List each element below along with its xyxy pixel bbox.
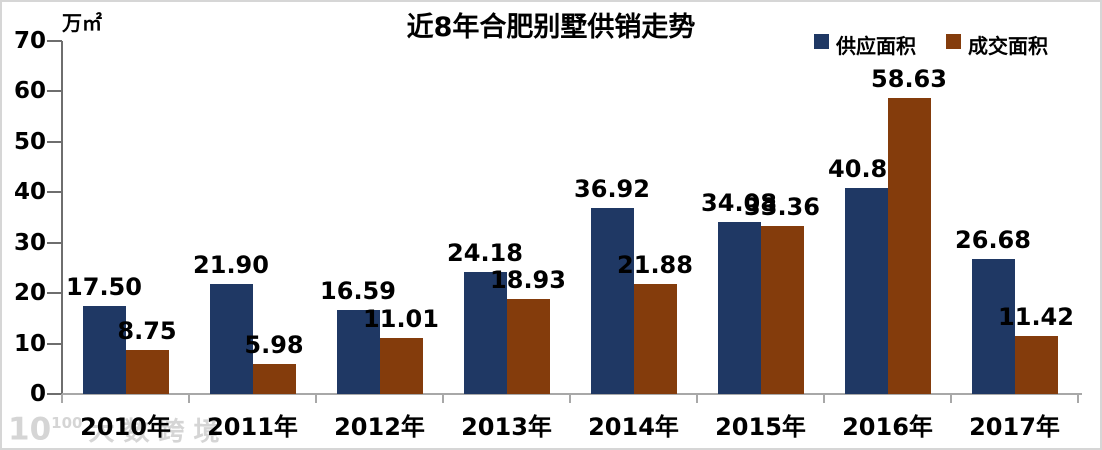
bar-supply: 17.50 — [66, 273, 142, 394]
bar-value-label: 11.01 — [363, 305, 439, 334]
bar-supply: 16.59 — [320, 277, 396, 394]
bar-supply: 26.68 — [955, 226, 1031, 394]
bar-deal: 33.36 — [744, 193, 820, 394]
x-axis-label: 2011年 — [207, 413, 298, 441]
bar-value-label: 17.50 — [66, 272, 142, 301]
bar-value-label: 26.68 — [955, 226, 1031, 255]
y-tick-mark — [47, 90, 62, 93]
bar-value-label: 34.08 — [701, 189, 777, 218]
legend-marker-supply — [814, 34, 829, 49]
x-axis-label: 2015年 — [715, 413, 806, 441]
y-tick-mark — [47, 191, 62, 194]
bar-supply: 24.18 — [447, 239, 523, 394]
x-boundary-tick — [61, 394, 63, 403]
y-tick-label: 60 — [13, 78, 46, 105]
x-axis-line — [61, 393, 1082, 395]
y-tick-label: 0 — [29, 381, 46, 407]
x-boundary-tick — [188, 394, 190, 403]
y-tick-mark — [47, 40, 62, 42]
bar-value-label: 5.98 — [244, 330, 304, 359]
y-axis-unit-label: 万㎡ — [62, 11, 102, 35]
bar-supply: 40.87 — [828, 155, 904, 394]
y-tick-label: 50 — [13, 128, 46, 155]
x-boundary-tick — [315, 394, 317, 403]
watermark: 10100 大数跨境 — [8, 406, 228, 448]
bar-deal: 11.42 — [998, 303, 1074, 394]
bar-value-label: 21.90 — [193, 250, 269, 279]
legend-label: 成交面积 — [968, 34, 1048, 58]
bar-value-label: 58.63 — [871, 65, 947, 94]
x-axis-label: 2017年 — [969, 413, 1060, 441]
bar-group: 36.92 21.88 — [570, 41, 697, 394]
bar-supply: 36.92 — [574, 175, 650, 394]
chart-title: 近8年合肥别墅供销走势 — [406, 12, 696, 43]
y-tick-mark — [47, 241, 62, 244]
legend-marker-deal — [946, 34, 961, 49]
y-tick-label: 20 — [13, 280, 46, 307]
bar-value-label: 36.92 — [574, 174, 650, 203]
y-tick-mark — [47, 140, 62, 143]
bar-group: 17.50 8.75 — [62, 41, 189, 394]
bar-group: 21.90 5.98 — [189, 41, 316, 394]
bar-group: 24.18 18.93 — [443, 41, 570, 394]
y-axis-line — [61, 41, 63, 395]
bar-value-label: 33.36 — [744, 192, 820, 221]
bar-value-label: 21.88 — [617, 250, 693, 279]
bar-deal: 8.75 — [117, 317, 177, 394]
x-boundary-tick — [442, 394, 444, 403]
bar-group: 34.08 33.36 — [697, 41, 824, 394]
bar-deal: 5.98 — [244, 331, 304, 394]
x-boundary-tick — [950, 394, 952, 403]
x-axis-label: 2012年 — [334, 413, 425, 441]
bar-group: 26.68 11.42 — [951, 41, 1078, 394]
bar-value-label: 16.59 — [320, 277, 396, 306]
x-boundary-tick — [569, 394, 571, 403]
legend-item-deal: 成交面积 — [946, 30, 1048, 59]
y-tick-mark — [47, 393, 62, 395]
y-tick-label: 10 — [13, 330, 46, 357]
bar-value-label: 18.93 — [490, 265, 566, 294]
x-axis-label: 2016年 — [842, 413, 933, 441]
watermark-text: 大数跨境 — [88, 417, 229, 447]
y-tick-mark — [47, 292, 62, 295]
x-axis-label: 2014年 — [588, 413, 679, 441]
y-tick-label: 30 — [13, 229, 46, 256]
bar-value-label: 11.42 — [998, 303, 1074, 332]
bar-deal: 58.63 — [871, 65, 947, 394]
legend-label: 供应面积 — [836, 34, 916, 58]
x-boundary-tick — [823, 394, 825, 403]
y-tick-label: 70 — [13, 28, 46, 54]
bar-value-label: 8.75 — [117, 316, 177, 345]
x-boundary-tick — [1077, 394, 1079, 403]
legend-item-supply: 供应面积 — [814, 30, 916, 59]
bar-deal: 11.01 — [363, 305, 439, 394]
bar-group: 40.87 58.63 — [824, 41, 951, 394]
bar-deal: 18.93 — [490, 266, 566, 394]
x-axis-label: 2010年 — [80, 413, 171, 441]
y-tick-label: 40 — [13, 179, 46, 206]
bar-supply: 34.08 — [701, 189, 777, 394]
x-boundary-tick — [696, 394, 698, 403]
bar-value-label: 24.18 — [447, 239, 523, 268]
bar-group: 16.59 11.01 — [316, 41, 443, 394]
bar-deal: 21.88 — [617, 251, 693, 394]
x-axis-label: 2013年 — [461, 413, 552, 441]
y-tick-mark — [47, 342, 62, 345]
bar-supply: 21.90 — [193, 251, 269, 394]
legend: 供应面积 成交面积 — [814, 30, 1048, 59]
watermark-logo-icon: 10100 — [8, 411, 83, 448]
